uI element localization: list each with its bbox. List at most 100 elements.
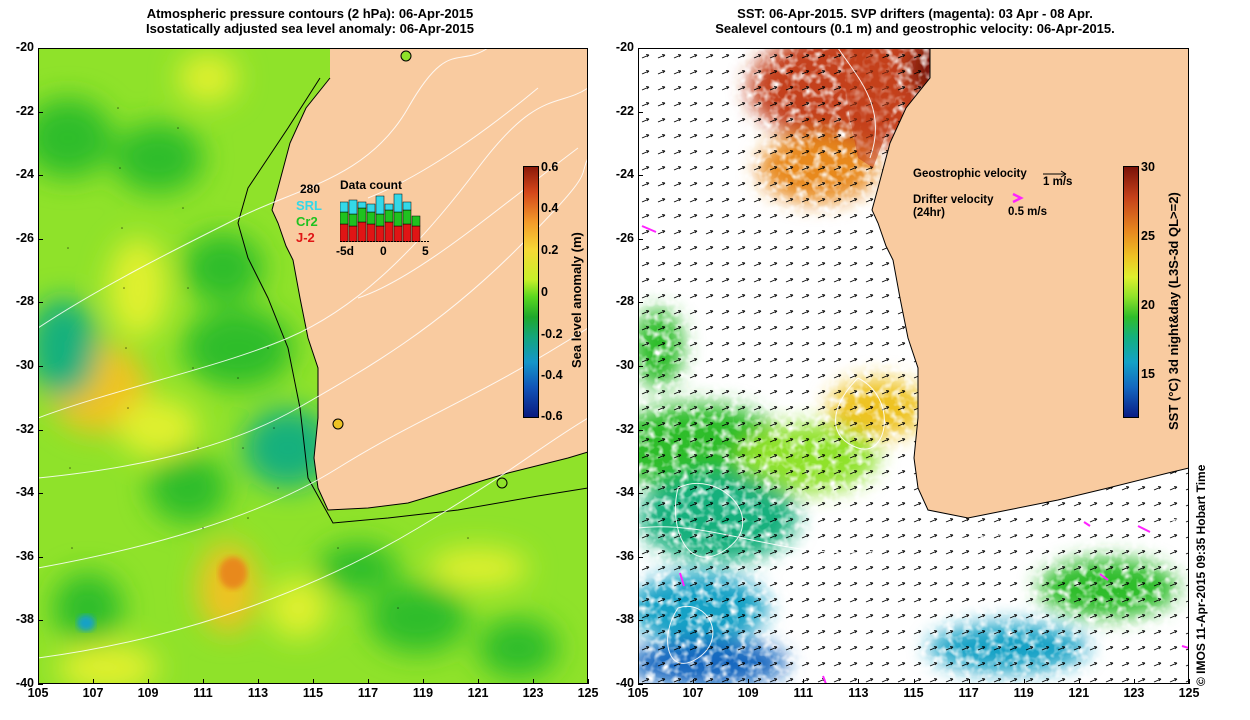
left-x-tick-label: 113 [247, 686, 269, 700]
right-title-line2: Sealevel contours (0.1 m) and geostrophi… [715, 21, 1115, 36]
right-y-tick-mark [638, 620, 643, 621]
right-y-tick-mark [638, 48, 643, 49]
right-x-tick-label: 117 [958, 686, 979, 700]
series-label-srl: SRL [296, 198, 322, 213]
right-y-tick-mark [638, 366, 643, 367]
right-x-tick-label: 123 [1123, 686, 1145, 700]
right-x-tick-mark [693, 679, 694, 684]
left-title: Atmospheric pressure contours (2 hPa): 0… [60, 6, 560, 36]
right-y-tick-mark [638, 493, 643, 494]
data-count-inset: 280 Data count SRL Cr2 J-2 [296, 176, 436, 266]
right-x-tick-mark [1134, 679, 1135, 684]
left-y-tick-mark [38, 366, 43, 367]
left-y-tick-mark [38, 175, 43, 176]
left-y-tick-mark [38, 493, 43, 494]
tide-gauge-marker [332, 418, 344, 430]
right-cb-tick: 20 [1141, 298, 1155, 312]
data-count-total: 280 [300, 182, 321, 196]
right-y-tick-mark [638, 302, 643, 303]
left-x-tick-mark [148, 679, 149, 684]
left-x-tick-mark [203, 679, 204, 684]
right-colorbar-label: SST (°C) 3d night&day (L3S-3d QL>=2) [1166, 192, 1181, 430]
left-x-tick-label: 111 [193, 686, 213, 700]
right-y-tick-label: -30 [615, 358, 634, 372]
right-y-tick-mark [638, 684, 643, 685]
right-y-tick-label: -24 [615, 167, 634, 182]
tide-gauge-marker [400, 50, 412, 62]
right-x-tick-label: 109 [737, 686, 759, 700]
left-y-tick-mark [38, 112, 43, 113]
right-colorbar [1123, 166, 1139, 418]
left-y-tick-label: -34 [15, 485, 34, 500]
right-y-tick-mark [638, 557, 643, 558]
left-cb-tick: 0.6 [541, 160, 559, 174]
australia-land [871, 48, 1189, 519]
left-cb-tick: -0.2 [541, 327, 563, 341]
right-x-tick-label: 125 [1178, 686, 1200, 700]
left-colorbar-label: Sea level anomaly (m) [569, 232, 584, 368]
right-y-tick-label: -36 [615, 548, 634, 563]
left-x-tick-label: 123 [522, 686, 544, 700]
left-y-tick-label: -28 [15, 294, 34, 309]
right-title: SST: 06-Apr-2015. SVP drifters (magenta)… [660, 6, 1170, 36]
right-title-line1: SST: 06-Apr-2015. SVP drifters (magenta)… [737, 6, 1093, 21]
right-x-tick-mark [914, 679, 915, 684]
left-x-tick-mark [423, 679, 424, 684]
left-x-tick-mark [93, 679, 94, 684]
left-y-tick-label: -30 [15, 358, 34, 372]
left-y-tick-label: -26 [15, 230, 34, 245]
left-y-tick-label: -36 [15, 548, 34, 563]
left-cb-tick: -0.4 [541, 368, 563, 382]
inset-xtick-0: 0 [380, 244, 387, 258]
left-y-tick-mark [38, 684, 43, 685]
right-x-tick-mark [1079, 679, 1080, 684]
inset-xtick-neg5: -5d [336, 244, 354, 258]
left-cb-tick: 0.4 [541, 201, 559, 215]
left-y-tick-mark [38, 48, 43, 49]
left-y-tick-label: -32 [15, 421, 34, 436]
tide-gauge-marker [496, 477, 508, 489]
right-x-tick-mark [638, 679, 639, 684]
left-y-tick-mark [38, 557, 43, 558]
drifter-arrow-icon [1012, 192, 1024, 204]
series-label-cr2: Cr2 [296, 214, 318, 229]
data-count-bars [340, 193, 430, 242]
right-x-tick-label: 119 [1013, 686, 1034, 700]
drifter-velocity-sub: (24hr) [913, 207, 945, 219]
right-x-tick-mark [1024, 679, 1025, 684]
right-x-tick-label: 111 [793, 686, 814, 700]
drifter-velocity-label: Drifter velocity [913, 194, 994, 206]
left-x-tick-label: 119 [412, 686, 434, 700]
left-cb-tick: 0.2 [541, 243, 559, 257]
left-x-tick-mark [38, 679, 39, 684]
left-cb-tick: 0 [541, 285, 548, 299]
right-y-tick-label: -22 [615, 103, 634, 118]
right-x-tick-label: 115 [903, 686, 924, 700]
right-y-tick-label: -26 [615, 230, 634, 245]
right-y-tick-mark [638, 430, 643, 431]
left-x-tick-mark [478, 679, 479, 684]
geostrophic-arrow-icon [1043, 170, 1067, 178]
right-y-tick-mark [638, 112, 643, 113]
right-x-tick-mark [969, 679, 970, 684]
sst-coastal-strip [843, 48, 898, 168]
right-x-tick-mark [858, 679, 859, 684]
left-y-tick-mark [38, 430, 43, 431]
left-y-tick-mark [38, 302, 43, 303]
right-cb-tick: 15 [1141, 367, 1155, 381]
right-y-tick-label: -28 [615, 294, 634, 309]
right-y-tick-mark [638, 175, 643, 176]
data-count-title: Data count [340, 178, 403, 192]
left-x-tick-label: 109 [137, 686, 159, 700]
credit-text: © IMOS 11-Apr-2015 09:35 Hobart Time [1194, 464, 1208, 686]
left-x-tick-mark [533, 679, 534, 684]
drifter-scale: 0.5 m/s [1008, 206, 1047, 218]
left-title-line1: Atmospheric pressure contours (2 hPa): 0… [146, 6, 474, 21]
left-x-tick-label: 125 [577, 686, 599, 700]
left-y-tick-label: -22 [15, 103, 34, 118]
left-colorbar [523, 166, 539, 418]
left-y-tick-label: -24 [15, 167, 34, 182]
left-x-tick-mark [588, 679, 589, 684]
series-label-j2: J-2 [296, 230, 315, 245]
right-y-tick-mark [638, 239, 643, 240]
